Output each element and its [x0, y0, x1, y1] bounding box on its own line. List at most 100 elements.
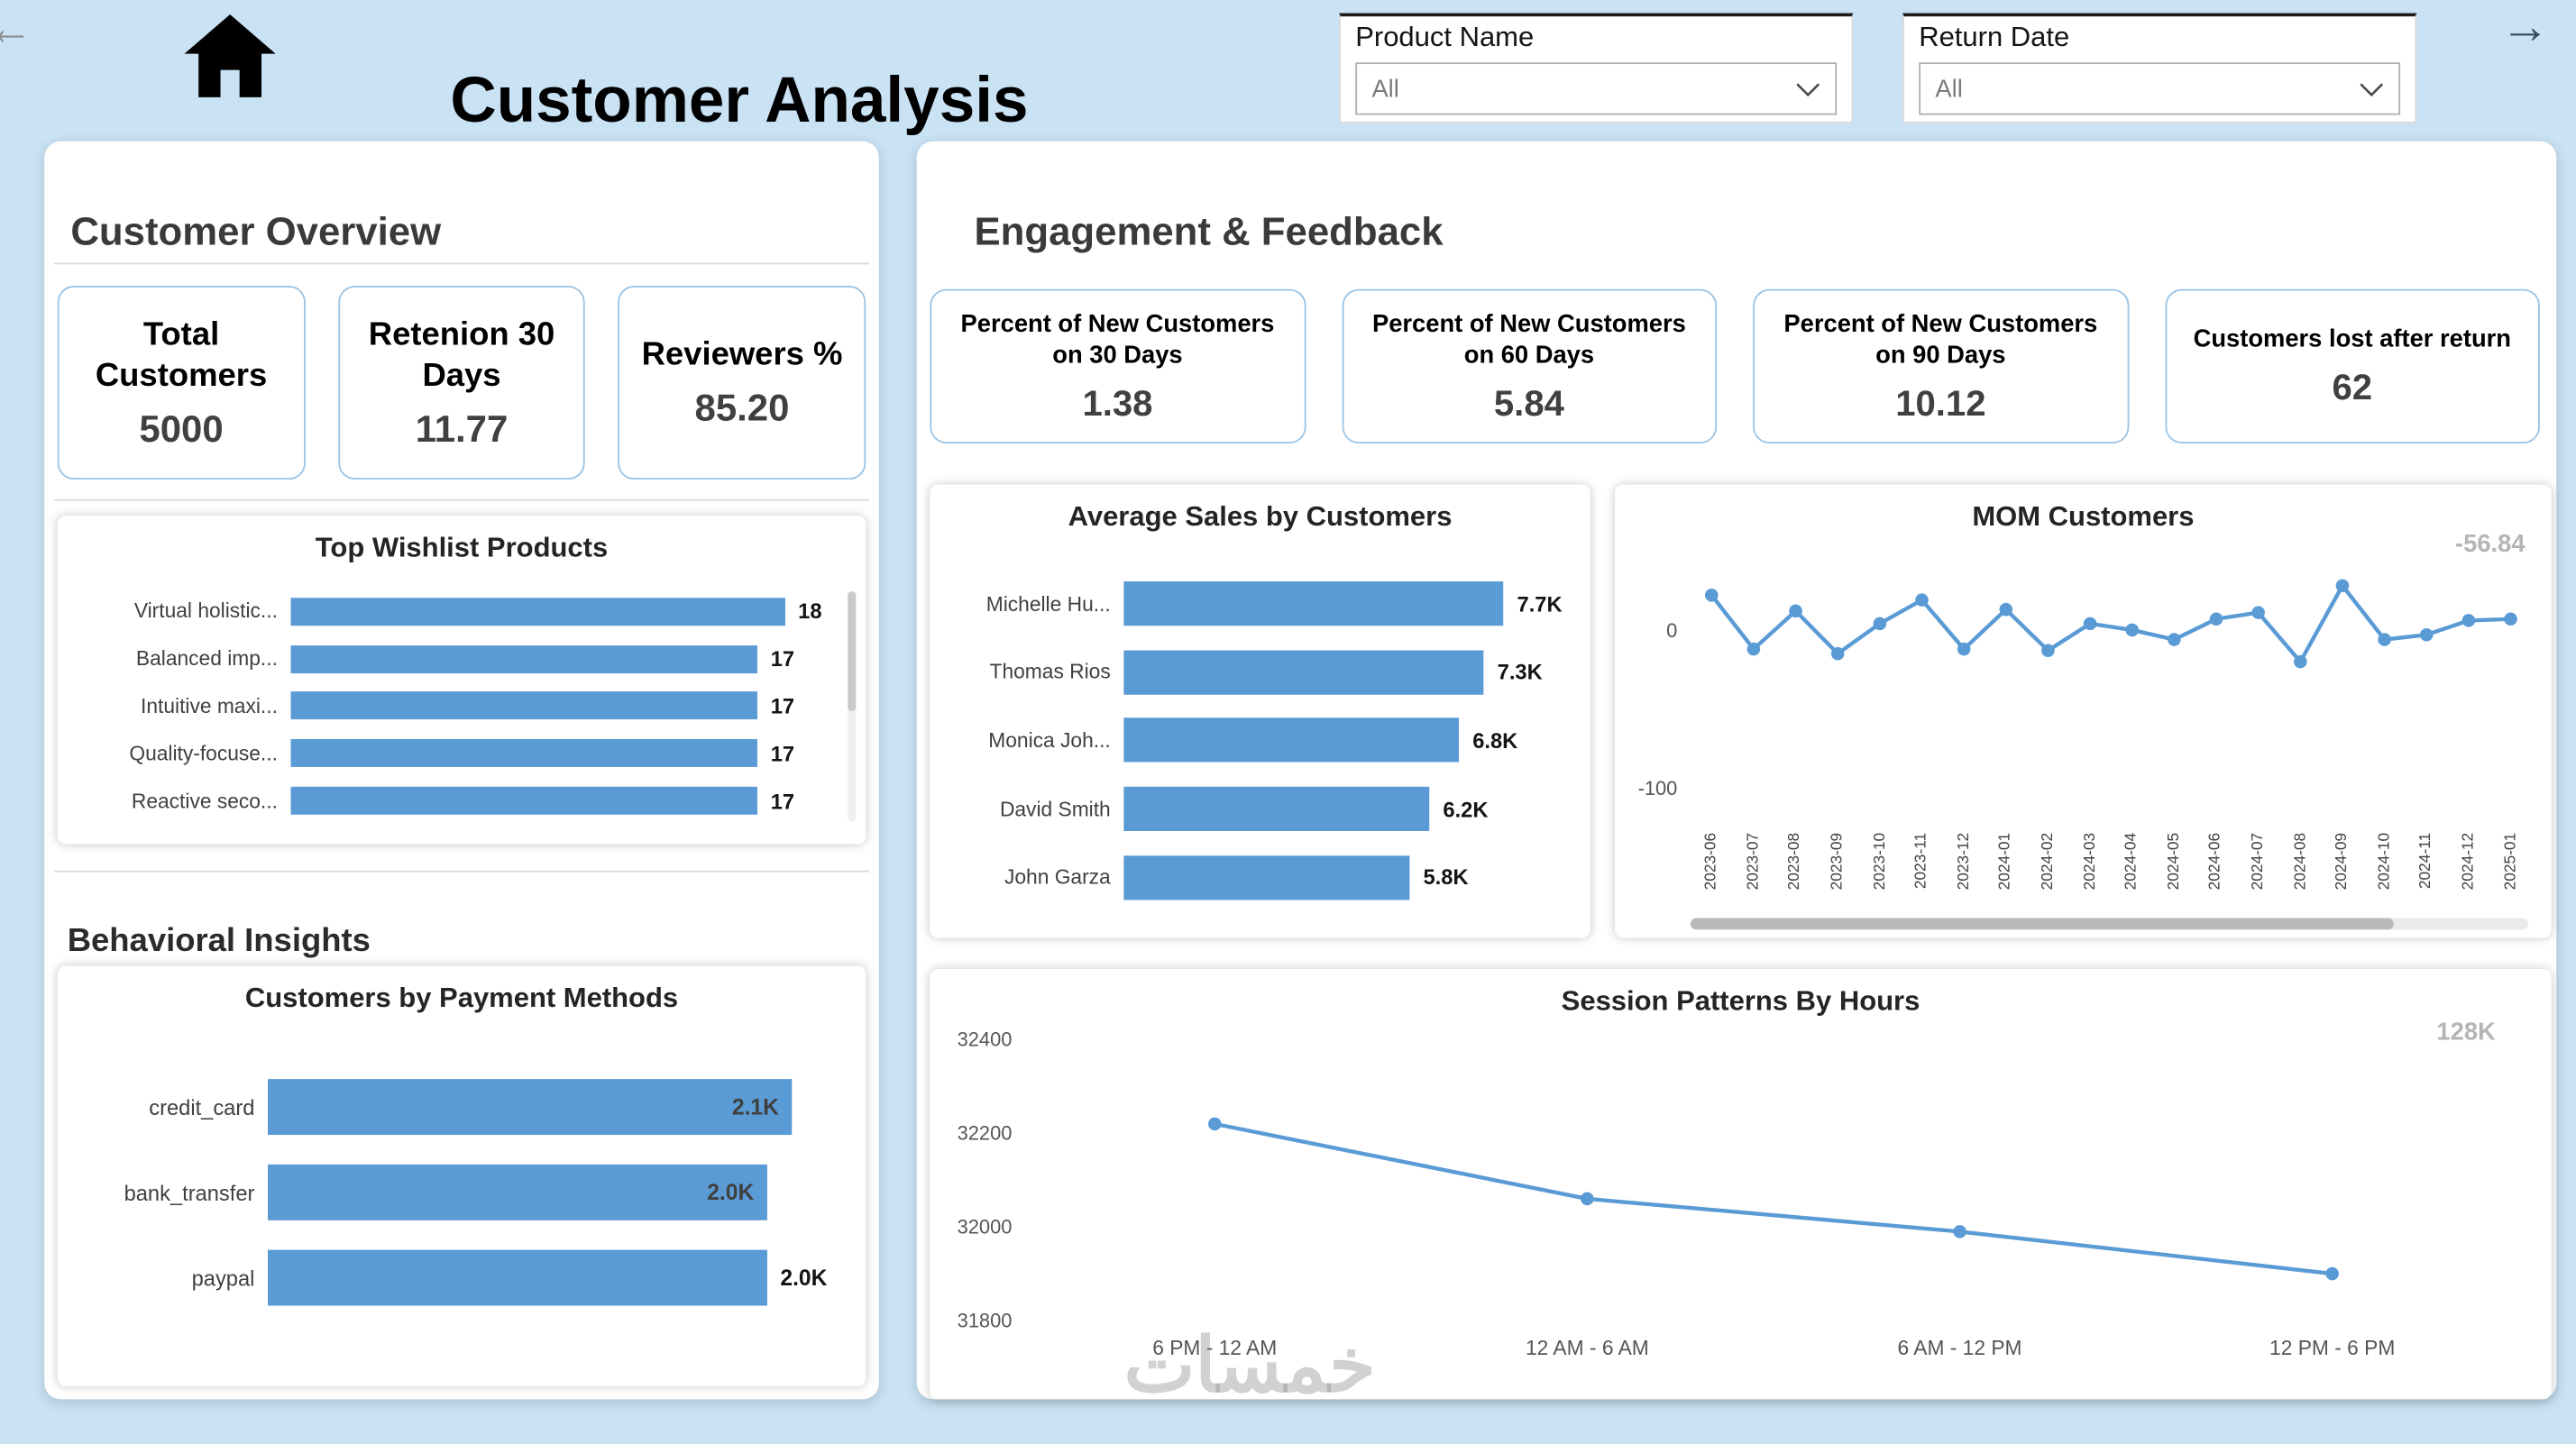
bar[interactable] — [290, 739, 758, 768]
data-point[interactable] — [1207, 1117, 1222, 1131]
data-point[interactable] — [2461, 614, 2476, 627]
data-point[interactable] — [2209, 612, 2223, 626]
data-point[interactable] — [1873, 617, 1887, 631]
x-axis-label-text: 2024-07 — [2249, 832, 2268, 891]
y-axis-tick: 32400 — [957, 1028, 1013, 1052]
bar[interactable] — [1123, 786, 1430, 832]
section-title-customer-overview: Customer Overview — [70, 210, 442, 255]
kpi-card-customers-lost: Customers lost after return 62 — [2164, 288, 2540, 443]
divider — [54, 870, 869, 873]
x-axis-label: 2024-07 — [2237, 833, 2279, 911]
data-point[interactable] — [2504, 612, 2517, 626]
bar-row: Quality-focuse... 17 — [74, 730, 817, 777]
data-point[interactable] — [2168, 633, 2181, 646]
data-point[interactable] — [1581, 1192, 1594, 1206]
bar-category-label: David Smith — [999, 797, 1111, 821]
return-date-dropdown[interactable]: All — [1919, 62, 2401, 115]
x-axis-label-text: 2024-09 — [2333, 832, 2351, 891]
bar-category-label: Virtual holistic... — [133, 599, 278, 624]
x-axis-label: 2024-09 — [2321, 833, 2363, 911]
x-axis-label-text: 2024-08 — [2291, 832, 2310, 891]
data-point[interactable] — [1746, 642, 1761, 656]
data-point[interactable] — [1999, 602, 2013, 617]
vertical-scrollbar[interactable] — [848, 590, 857, 822]
bar-value-label: 6.8K — [1472, 728, 1518, 754]
top-wishlist-products-chart: Top Wishlist Products Virtual holistic..… — [57, 516, 866, 845]
line-chart-svg — [1704, 579, 2517, 669]
data-point[interactable] — [2041, 644, 2055, 658]
x-axis-label: 6 AM - 12 PM — [1774, 1337, 2146, 1373]
scrollbar-thumb[interactable] — [848, 590, 857, 711]
kpi-value: 5.84 — [1493, 381, 1564, 424]
kpi-card-new-customers-90-days: Percent of New Customers on 90 Days 10.1… — [1753, 288, 2129, 443]
bar[interactable] — [290, 644, 758, 673]
horizontal-scrollbar[interactable] — [1690, 918, 2529, 930]
kpi-label: Percent of New Customers on 30 Days — [960, 309, 1275, 370]
x-axis: 2023-06 2023-07 2023-08 2023-09 2023-10 2023-… — [1691, 833, 2532, 911]
product-name-slicer: Product Name All — [1339, 13, 1854, 123]
data-point[interactable] — [1915, 593, 1929, 607]
scrollbar-thumb[interactable] — [1690, 918, 2395, 930]
data-point[interactable] — [1953, 1225, 1966, 1238]
product-name-dropdown[interactable]: All — [1355, 62, 1838, 115]
bar[interactable] — [1123, 581, 1504, 626]
back-arrow-icon[interactable]: ← — [0, 5, 32, 52]
customer-overview-panel: Customer Overview Total Customers 5000 R… — [44, 141, 879, 1400]
x-axis-label: 12 AM - 6 AM — [1401, 1337, 1774, 1373]
data-point[interactable] — [2251, 606, 2265, 619]
data-point[interactable] — [1789, 604, 1802, 618]
bar[interactable] — [268, 1079, 793, 1136]
bar-track: 7.3K — [1123, 650, 1561, 695]
data-point[interactable] — [2294, 654, 2307, 669]
bar-value-label: 17 — [770, 646, 795, 672]
bar[interactable] — [1123, 718, 1460, 763]
bar[interactable] — [290, 691, 758, 720]
x-axis-label-text: 2024-05 — [2165, 832, 2184, 891]
data-point[interactable] — [2378, 633, 2391, 646]
x-axis-label: 2023-08 — [1774, 833, 1817, 911]
dropdown-value: All — [1935, 74, 1963, 103]
x-axis-label-text: 2024-10 — [2375, 832, 2394, 891]
section-title-engagement-feedback: Engagement & Feedback — [974, 210, 1444, 255]
x-axis-label-text: 2023-11 — [1912, 832, 1931, 890]
bar-value-label: 2.0K — [780, 1265, 828, 1291]
forward-arrow-icon[interactable]: → — [2500, 0, 2550, 55]
bar-category-label: Balanced imp... — [135, 647, 278, 671]
bar-category-label: Thomas Rios — [989, 661, 1111, 684]
bar-category-label: Intuitive maxi... — [141, 694, 278, 718]
data-point[interactable] — [1830, 646, 1845, 661]
data-point[interactable] — [1957, 642, 1971, 656]
x-axis-label: 2024-06 — [2196, 833, 2238, 911]
bar-category-label: Michelle Hu... — [985, 592, 1111, 616]
bar[interactable] — [268, 1249, 767, 1306]
top-bar: ← Customer Analysis Product Name All Ret… — [0, 0, 2576, 142]
bar-track: 2.1K — [268, 1079, 800, 1136]
bar-value-label: 2.0K — [707, 1180, 755, 1205]
bar-track: 2.0K — [268, 1249, 827, 1306]
kpi-card-new-customers-60-days: Percent of New Customers on 60 Days 5.84 — [1341, 288, 1718, 443]
data-point[interactable] — [2335, 579, 2350, 593]
section-title-behavioral-insights: Behavioral Insights — [67, 923, 371, 960]
data-point[interactable] — [2125, 623, 2140, 637]
data-point[interactable] — [2419, 627, 2434, 642]
data-point[interactable] — [1704, 589, 1719, 602]
x-axis-label-text: 2023-10 — [1870, 832, 1889, 891]
data-point[interactable] — [2083, 617, 2097, 631]
bar[interactable] — [1123, 650, 1485, 695]
bar[interactable] — [290, 786, 758, 815]
x-axis-label-text: 2023-09 — [1829, 832, 1847, 891]
bar-row: Thomas Rios 7.3K — [943, 638, 1561, 707]
bar-value-label: 18 — [798, 599, 822, 625]
y-axis-tick: -100 — [1637, 776, 1678, 800]
x-axis-label-text: 2024-03 — [2080, 832, 2099, 891]
data-point[interactable] — [2325, 1266, 2339, 1281]
home-button[interactable] — [170, 8, 289, 104]
kpi-value: 11.77 — [415, 406, 509, 450]
kpi-row: Percent of New Customers on 30 Days 1.38… — [930, 288, 2540, 443]
bar-category-label: Quality-focuse... — [129, 742, 278, 765]
bar[interactable] — [290, 598, 785, 626]
bar[interactable] — [268, 1164, 767, 1220]
bar[interactable] — [1123, 855, 1410, 900]
bar-track: 6.8K — [1123, 718, 1561, 763]
bar-row: Virtual holistic... 18 — [74, 588, 822, 635]
